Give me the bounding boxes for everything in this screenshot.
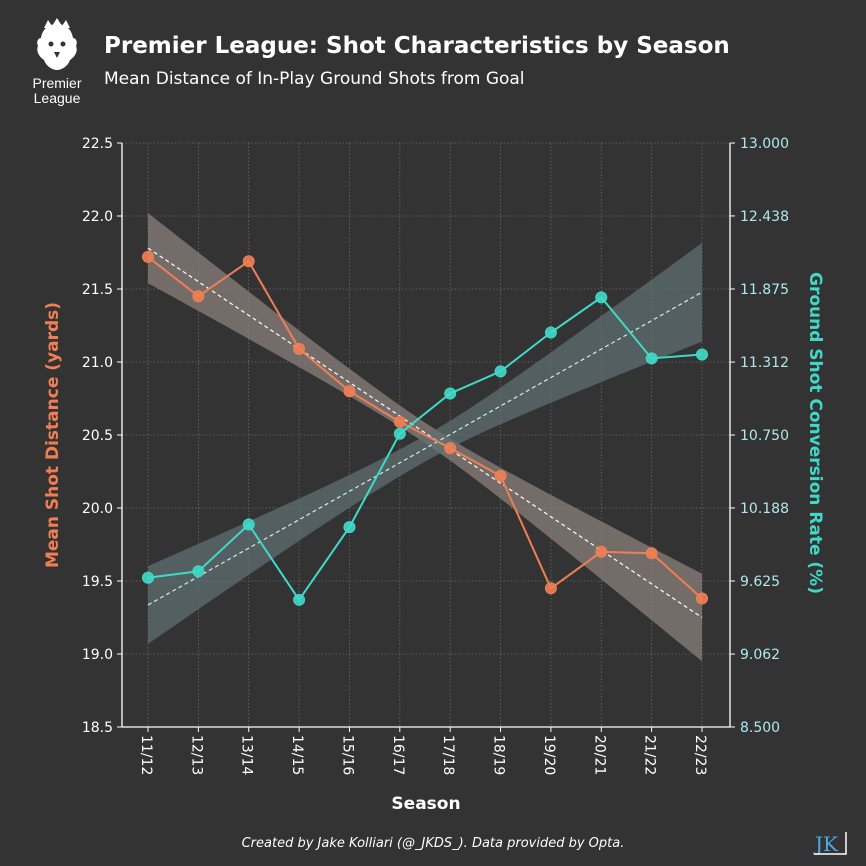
series-line-distance — [147, 256, 703, 600]
tick-label-left: 19.5 — [82, 574, 113, 590]
tick-label-right: 11.875 — [740, 282, 789, 298]
data-point-distance — [696, 592, 708, 605]
data-point-conversion — [696, 348, 708, 361]
logo-text-line1: Premier — [32, 75, 81, 91]
credit-text: Created by Jake Kolliari (@_JKDS_). Data… — [241, 836, 625, 851]
data-point-conversion — [393, 427, 406, 440]
lion-icon — [37, 18, 77, 70]
series-line-conversion — [147, 296, 703, 602]
tick-label-x: 17/18 — [440, 735, 456, 775]
tick-label-right: 11.312 — [740, 355, 789, 371]
tick-label-x: 18/19 — [491, 735, 507, 775]
tick-label-left: 18.5 — [82, 720, 113, 736]
data-point-distance — [645, 547, 658, 560]
data-point-conversion — [544, 326, 557, 339]
tick-label-x: 12/13 — [188, 735, 204, 775]
data-point-conversion — [343, 521, 356, 534]
data-point-distance — [343, 385, 356, 398]
data-point-conversion — [444, 387, 457, 400]
tick-label-right: 8.500 — [740, 720, 780, 736]
tick-label-x: 16/17 — [390, 735, 406, 775]
tick-label-x: 15/16 — [339, 735, 355, 775]
tick-label-right: 12.438 — [740, 209, 789, 225]
tick-label-x: 19/20 — [541, 735, 557, 775]
data-point-conversion — [595, 291, 608, 304]
tick-label-left: 21.5 — [82, 282, 113, 298]
data-point-conversion — [142, 571, 154, 584]
premier-league-logo: Premier League — [32, 18, 82, 106]
data-point-conversion — [192, 565, 205, 578]
tick-label-x: 20/21 — [591, 735, 607, 775]
data-point-conversion — [494, 365, 507, 378]
jk-logo-text: JK — [813, 832, 839, 856]
tick-label-right: 10.750 — [740, 428, 789, 444]
tick-label-x: 14/15 — [289, 735, 305, 775]
data-point-distance — [142, 250, 154, 263]
logo-text-line2: League — [34, 90, 81, 106]
data-point-distance — [293, 342, 306, 355]
data-point-distance — [494, 469, 507, 482]
tick-label-right: 9.062 — [740, 647, 780, 663]
tick-label-right: 13.000 — [740, 136, 789, 152]
data-point-conversion — [293, 593, 306, 606]
y-axis-label-left: Mean Shot Distance (yards) — [43, 302, 63, 568]
data-point-distance — [544, 582, 557, 595]
tick-label-left: 20.0 — [82, 501, 113, 517]
trend-line-conversion — [147, 291, 703, 606]
tick-label-left: 20.5 — [82, 428, 113, 444]
tick-label-x: 11/12 — [138, 735, 154, 775]
tick-label-left: 22.0 — [82, 209, 113, 225]
chart-title: Premier League: Shot Characteristics by … — [104, 33, 730, 59]
data-point-distance — [444, 442, 457, 455]
tick-label-x: 13/14 — [239, 735, 255, 775]
data-point-distance — [393, 415, 406, 428]
tick-label-right: 10.188 — [740, 501, 789, 517]
x-axis-label: Season — [391, 794, 460, 814]
data-point-conversion — [242, 518, 255, 531]
data-point-distance — [242, 255, 255, 268]
data-point-distance — [192, 290, 205, 303]
tick-label-x: 21/22 — [642, 735, 658, 775]
y-axis-label-right: Ground Shot Conversion Rate (%) — [805, 272, 825, 594]
trend-line-distance — [147, 247, 703, 618]
tick-label-left: 19.0 — [82, 647, 113, 663]
tick-label-left: 21.0 — [82, 355, 113, 371]
confidence-band-conversion — [148, 242, 702, 644]
chart-subtitle: Mean Distance of In-Play Ground Shots fr… — [104, 69, 525, 89]
data-point-conversion — [645, 352, 658, 365]
tick-label-x: 22/23 — [692, 735, 708, 775]
tick-label-left: 22.5 — [82, 136, 113, 152]
tick-label-right: 9.625 — [740, 574, 780, 590]
jk-logo: JK — [813, 832, 847, 856]
data-point-distance — [595, 545, 608, 558]
